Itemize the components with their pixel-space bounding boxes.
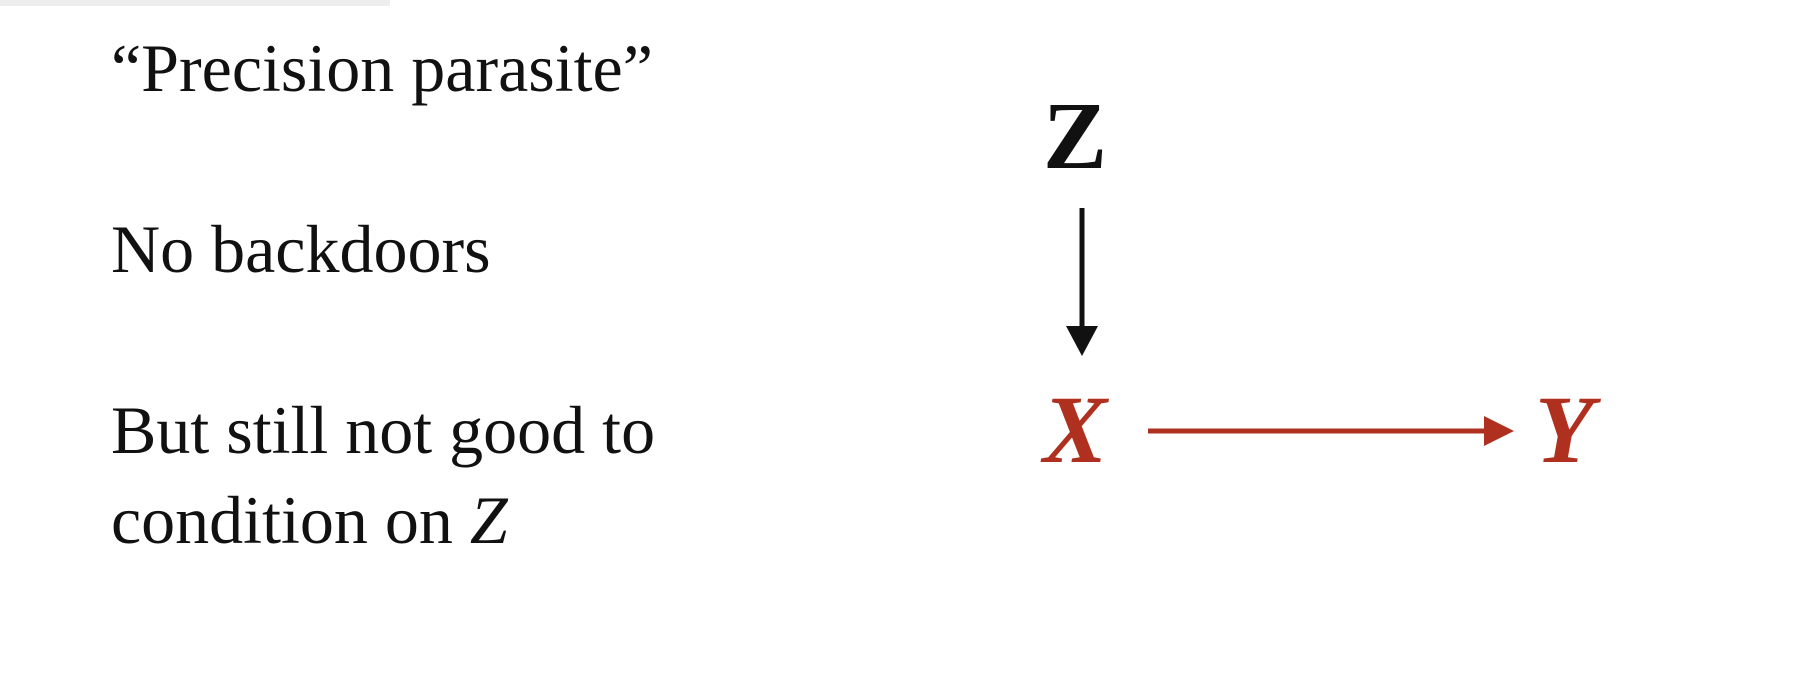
note-line-2-text: condition on bbox=[111, 482, 470, 558]
note-line-2-variable: Z bbox=[469, 482, 508, 558]
edge-z-to-x-arrowhead bbox=[1066, 326, 1098, 356]
note-line-2: condition on Z bbox=[111, 486, 508, 554]
arrow-x-to-y bbox=[1148, 416, 1514, 446]
slide-title: “Precision parasite” bbox=[111, 30, 653, 106]
arrow-z-to-x bbox=[1066, 208, 1098, 356]
edge-x-to-y-arrowhead bbox=[1484, 416, 1514, 446]
note-line-1: But still not good to bbox=[111, 392, 656, 468]
node-y: Y bbox=[1535, 376, 1594, 483]
slide-subtitle: No backdoors bbox=[111, 211, 491, 287]
node-z: Z bbox=[1043, 82, 1108, 189]
node-x: X bbox=[1043, 376, 1108, 483]
top-edge-strip bbox=[0, 0, 390, 6]
